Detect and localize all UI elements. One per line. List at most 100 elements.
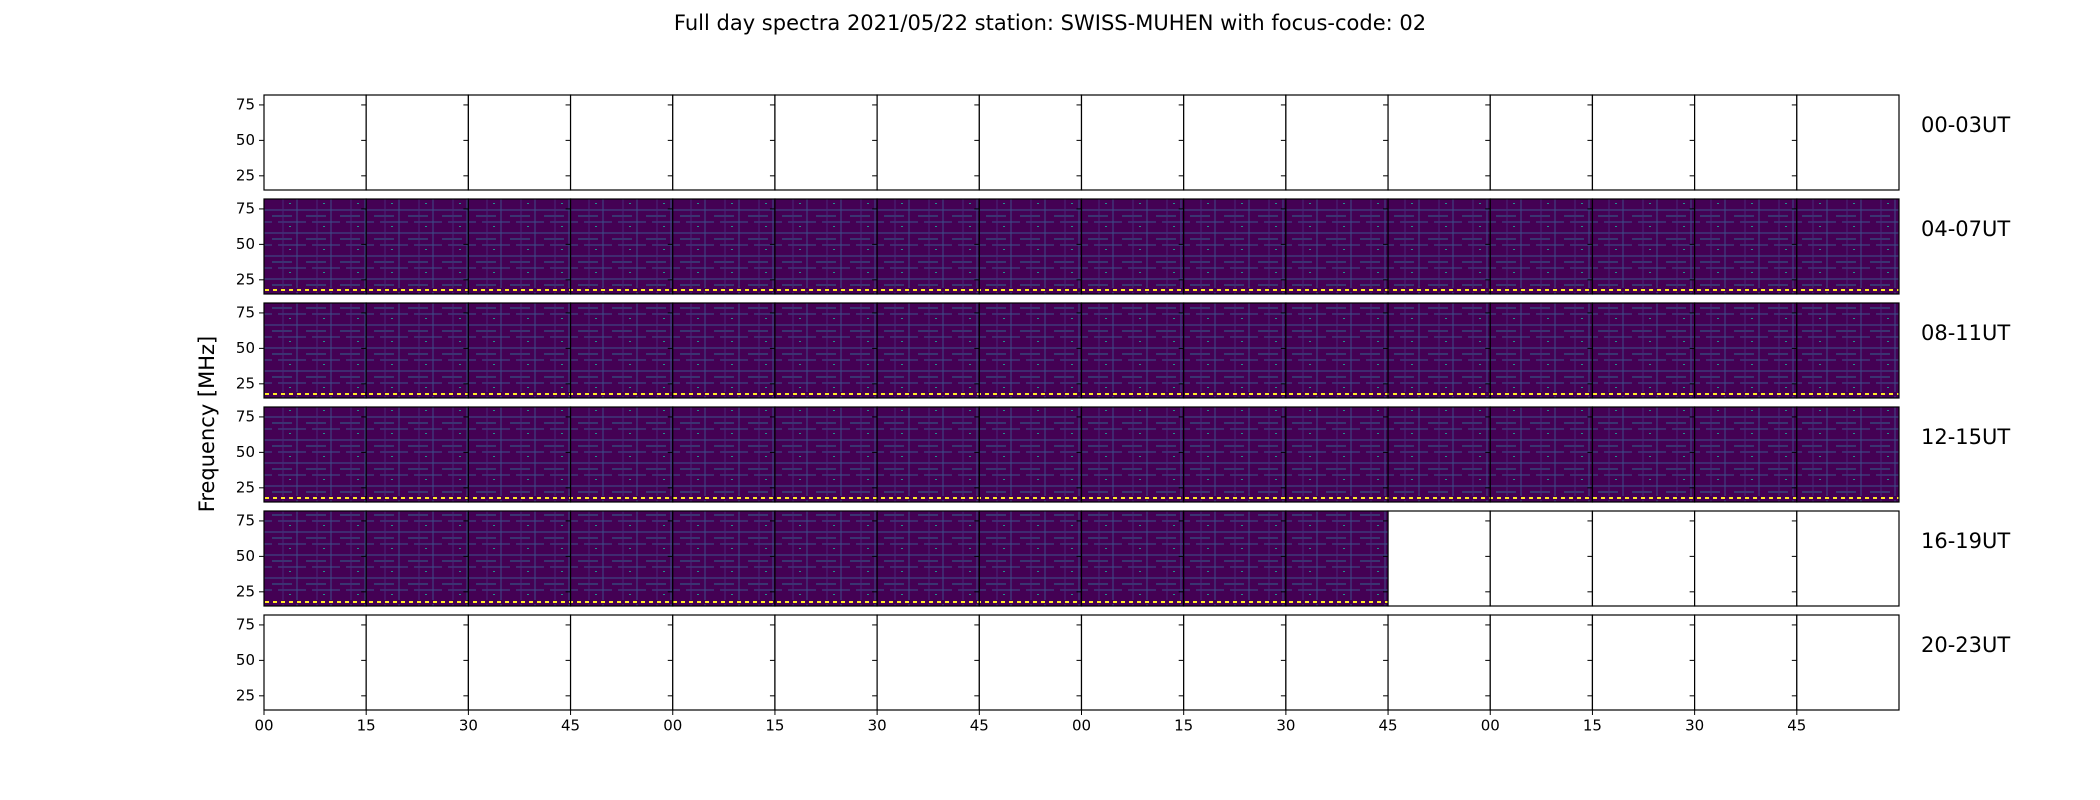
y-tick-label: 25 [236, 686, 255, 704]
spectrum-floor [1081, 600, 1184, 604]
spectrum-floor [1490, 496, 1593, 500]
panel-frame [1796, 94, 1900, 191]
x-tick-label: 15 [357, 717, 376, 735]
y-tick-label: 75 [236, 407, 255, 425]
spectrum-floor [774, 288, 878, 292]
x-tick-label: 00 [1072, 717, 1091, 735]
spectrum-floor [672, 600, 775, 604]
x-tick-label: 15 [765, 717, 784, 735]
row-label: 20-23UT [1921, 633, 2010, 657]
panel-frame [1796, 302, 1900, 399]
spectrum-panel [366, 199, 469, 294]
spectrum-panel [1388, 199, 1491, 294]
row-label: 08-11UT [1921, 321, 2010, 345]
spectrum-panel [1285, 407, 1389, 502]
empty-panel [570, 615, 673, 710]
spectrum-panel [1285, 303, 1389, 398]
spectrum-floor [570, 392, 673, 396]
spectrum-panel [1285, 511, 1389, 606]
panel-frame [1796, 614, 1900, 711]
empty-panel [672, 95, 775, 190]
empty-panel [1694, 615, 1797, 710]
panel-frame [1796, 406, 1900, 503]
spectrum-floor [468, 600, 571, 604]
spectrum-floor [1694, 288, 1797, 292]
spectrum-panel [366, 511, 469, 606]
row-label: 16-19UT [1921, 529, 2010, 553]
x-tick-label: 45 [970, 717, 989, 735]
spectrum-floor [979, 288, 1082, 292]
y-tick-label: 25 [236, 582, 255, 600]
spectrum-panel [264, 407, 367, 502]
spectrum-floor [468, 496, 571, 500]
spectrum-floor [979, 600, 1082, 604]
spectrum-floor [468, 392, 571, 396]
spectrum-panel [1388, 407, 1491, 502]
spectrum-floor [877, 496, 980, 500]
spectrum-floor [1592, 288, 1695, 292]
empty-panel [774, 615, 878, 710]
y-tick-label: 25 [236, 270, 255, 288]
chart-title: Full day spectra 2021/05/22 station: SWI… [674, 11, 1426, 35]
spectrum-floor [877, 392, 980, 396]
spectrum-floor [979, 392, 1082, 396]
spectrum-panel [1081, 407, 1184, 502]
spectrum-panel [1694, 407, 1797, 502]
empty-panel [1388, 511, 1491, 606]
spectrum-floor [1490, 288, 1593, 292]
empty-panel [1285, 95, 1389, 190]
empty-panel [468, 615, 571, 710]
y-tick-label: 50 [236, 443, 255, 461]
spectrum-panel [570, 303, 673, 398]
spectrum-panel [468, 303, 571, 398]
empty-panel [1183, 95, 1286, 190]
spectrum-floor [774, 496, 878, 500]
spectrum-panel [468, 199, 571, 294]
spectrum-panel [468, 407, 571, 502]
spectrum-floor [366, 392, 469, 396]
spectrum-panel [366, 407, 469, 502]
y-tick-label: 75 [236, 95, 255, 113]
spectrum-floor [774, 392, 878, 396]
spectrum-floor [1592, 392, 1695, 396]
empty-panel [1796, 615, 1899, 710]
spectrum-floor [570, 600, 673, 604]
spectrum-panel [570, 199, 673, 294]
spectrum-floor [264, 600, 367, 604]
y-tick-label: 50 [236, 547, 255, 565]
spectrum-panel [1796, 407, 1899, 502]
spectrum-panel [1183, 511, 1286, 606]
empty-panel [672, 615, 775, 710]
spectrum-floor [672, 392, 775, 396]
spectrum-floor [1183, 600, 1286, 604]
spectrum-panel [1285, 199, 1389, 294]
spectrum-panel [672, 407, 775, 502]
empty-panel [1183, 615, 1286, 710]
empty-panel [1490, 511, 1593, 606]
spectrum-floor [1490, 392, 1593, 396]
spectrum-floor [1388, 496, 1491, 500]
empty-panel [264, 615, 367, 710]
x-tick-label: 00 [1481, 717, 1500, 735]
x-tick-label: 30 [459, 717, 478, 735]
spectrum-floor [1796, 496, 1899, 500]
spectrum-panel [1081, 511, 1184, 606]
spectrum-floor [570, 288, 673, 292]
empty-panel [366, 615, 469, 710]
y-tick-label: 25 [236, 166, 255, 184]
spectrum-panel [774, 407, 878, 502]
panel-frame [1796, 510, 1900, 607]
spectrum-floor [1388, 392, 1491, 396]
spectrum-floor [264, 288, 367, 292]
spectrum-floor [366, 600, 469, 604]
spectrum-panel [1694, 303, 1797, 398]
y-tick-label: 50 [236, 339, 255, 357]
panel-frame [1796, 198, 1900, 295]
spectrum-panel [1592, 303, 1695, 398]
empty-panel [1285, 615, 1389, 710]
y-tick-label: 75 [236, 511, 255, 529]
spectrum-floor [1796, 288, 1899, 292]
spectrum-floor [366, 496, 469, 500]
spectrum-panel [979, 303, 1082, 398]
spectrum-floor [1183, 288, 1286, 292]
